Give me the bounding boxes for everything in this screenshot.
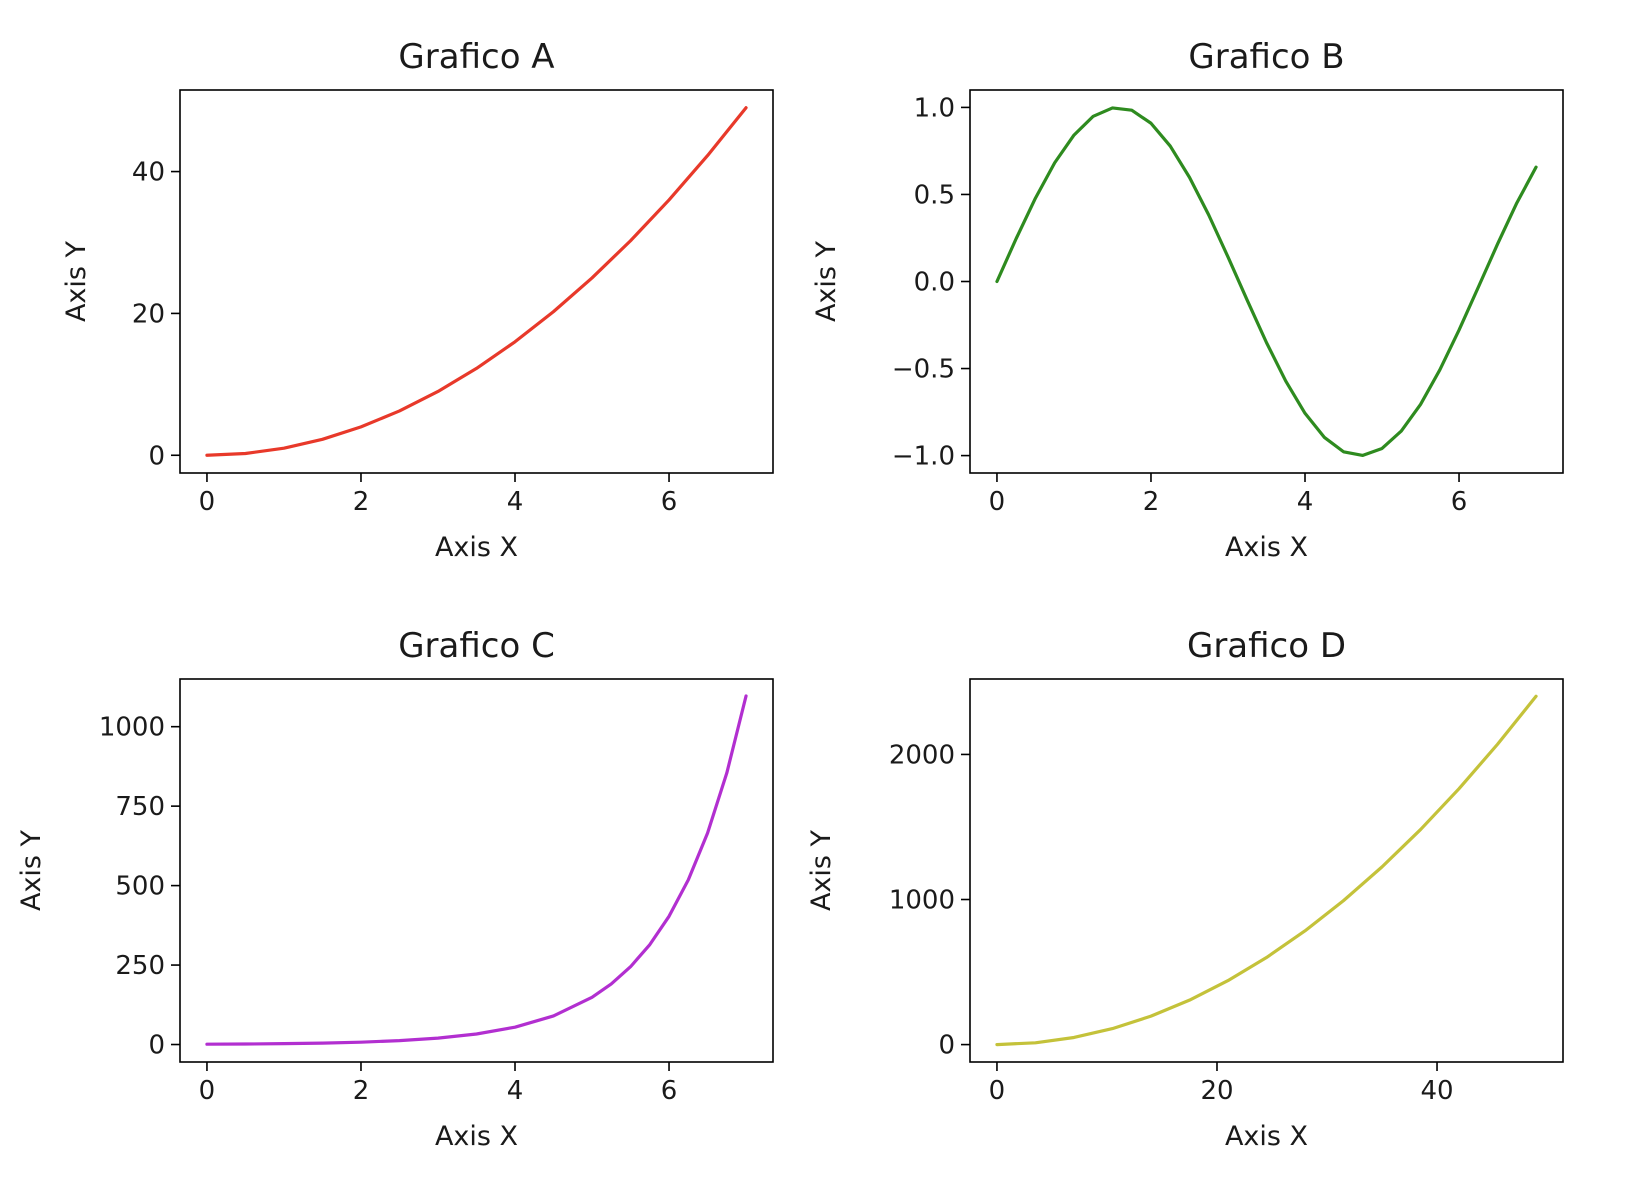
x-axis-label: Axis X [1225, 532, 1308, 563]
y-axis-label: Axis Y [811, 240, 842, 322]
series-line [205, 106, 748, 457]
x-tick-label: 20 [1200, 1076, 1233, 1106]
y-tick-label: −1.0 [892, 442, 955, 472]
y-tick-label: 2000 [889, 740, 955, 770]
plot-area-frame [179, 89, 774, 474]
x-tick-label: 2 [353, 487, 370, 517]
chart-panel-c: Grafico C Axis X Axis Y 0 2 4 6 0 250 500 750 10… [16, 626, 774, 1152]
x-axis-label: Axis X [435, 532, 518, 563]
x-tick-label: 0 [199, 487, 216, 517]
plot-area-frame [179, 678, 774, 1063]
chart-title: Grafico B [1188, 37, 1344, 77]
chart-panel-a: Grafico A Axis X Axis Y 0 2 4 6 0 20 40 [61, 37, 774, 563]
y-tick-label: 250 [115, 951, 165, 981]
x-tick-label: 2 [353, 1076, 370, 1106]
chart-panel-b: Grafico B Axis X Axis Y 0 2 4 6 −1.0 −0.5 0.0 0… [811, 37, 1564, 563]
x-tick-label: 6 [661, 487, 678, 517]
x-tick-label: 6 [1451, 487, 1468, 517]
series-line [205, 694, 748, 1046]
x-tick-label: 6 [661, 1076, 678, 1106]
y-tick-label: 0.0 [914, 268, 955, 298]
series-line [995, 106, 1538, 458]
x-tick-label: 0 [199, 1076, 216, 1106]
chart-title: Grafico C [398, 626, 555, 666]
y-tick-label: 1000 [99, 713, 165, 743]
chart-title: Grafico D [1187, 626, 1346, 666]
y-axis-label: Axis Y [61, 240, 92, 322]
x-tick-label: 4 [1297, 487, 1314, 517]
y-tick-label: 750 [115, 792, 165, 822]
plot-area-frame [969, 678, 1564, 1063]
x-tick-label: 2 [1143, 487, 1160, 517]
x-tick-label: 40 [1420, 1076, 1453, 1106]
chart-title: Grafico A [398, 37, 554, 77]
y-tick-label: −0.5 [892, 355, 955, 385]
y-tick-label: 0 [938, 1031, 955, 1061]
x-axis-label: Axis X [1225, 1121, 1308, 1152]
y-tick-label: 500 [115, 872, 165, 902]
x-tick-label: 0 [989, 487, 1006, 517]
x-tick-label: 4 [507, 1076, 524, 1106]
y-tick-label: 1.0 [914, 93, 955, 123]
y-tick-label: 20 [132, 299, 165, 329]
x-axis-label: Axis X [435, 1121, 518, 1152]
x-tick-label: 0 [989, 1076, 1006, 1106]
y-axis-label: Axis Y [16, 829, 47, 911]
x-tick-label: 4 [507, 487, 524, 517]
y-tick-label: 40 [132, 158, 165, 188]
y-tick-label: 1000 [889, 886, 955, 916]
chart-panel-d: Grafico D Axis X Axis Y 0 20 40 0 1000 2000 [806, 626, 1564, 1152]
series-line [995, 694, 1538, 1047]
y-tick-label: 0.5 [914, 180, 955, 210]
y-axis-label: Axis Y [806, 829, 837, 911]
y-tick-label: 0 [148, 1031, 165, 1061]
y-tick-label: 0 [148, 441, 165, 471]
